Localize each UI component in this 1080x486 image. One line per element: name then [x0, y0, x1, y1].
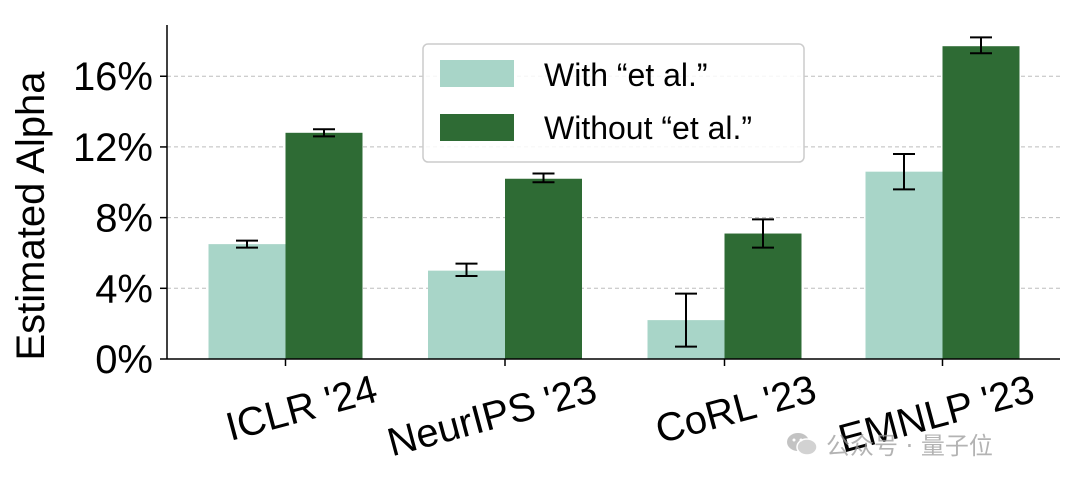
error-bar-iclr-24-with-et-al: [236, 239, 258, 249]
bar-iclr-24-with-et-al: [208, 244, 286, 359]
x-tick-label-neurips-23: NeurIPS '23: [383, 367, 602, 465]
bar-neurips-23-with-et-al: [428, 270, 505, 359]
error-bar-iclr-24-without-et-al: [313, 128, 335, 138]
error-bar-neurips-23-with-et-al: [455, 262, 478, 277]
error-bars: [236, 36, 992, 348]
bar-neurips-23-without-et-al: [505, 178, 582, 359]
legend: With “et al.” Without “et al.”: [422, 43, 805, 163]
error-bar-corl-23-with-et-al: [675, 292, 697, 348]
legend-frame: [422, 43, 805, 163]
legend-swatch-without-et-al: [440, 114, 514, 141]
error-bar-corl-23-without-et-al: [752, 218, 774, 249]
error-bar-neurips-23-without-et-al: [532, 172, 555, 184]
x-tick-label-iclr-24: ICLR '24: [221, 367, 382, 449]
legend-label-without-et-al: Without “et al.”: [544, 110, 752, 146]
legend-label-with-et-al: With “et al.”: [544, 57, 708, 93]
wechat-icon: [787, 432, 818, 456]
bar-emnlp-23-without-et-al: [942, 46, 1020, 359]
bar-emnlp-23-with-et-al: [865, 171, 943, 359]
bars: [208, 46, 1020, 359]
legend-swatch-with-et-al: [440, 60, 514, 87]
error-bar-emnlp-23-with-et-al: [893, 153, 915, 191]
y-ticks: 0% 4% 8% 12% 16%: [73, 55, 167, 382]
bar-iclr-24-without-et-al: [285, 132, 363, 359]
y-tick-label: 16%: [73, 55, 153, 99]
y-tick-label: 4%: [95, 267, 153, 311]
watermark-text: 公众号 · 量子位: [826, 432, 993, 460]
y-tick-label: 12%: [73, 126, 153, 170]
watermark: 公众号 · 量子位: [786, 426, 993, 461]
y-axis-title: Estimated Alpha: [9, 71, 53, 361]
y-tick-label: 8%: [95, 197, 153, 241]
y-tick-label: 0%: [95, 338, 153, 382]
bar-corl-23-without-et-al: [724, 233, 802, 359]
error-bar-emnlp-23-without-et-al: [970, 36, 992, 55]
